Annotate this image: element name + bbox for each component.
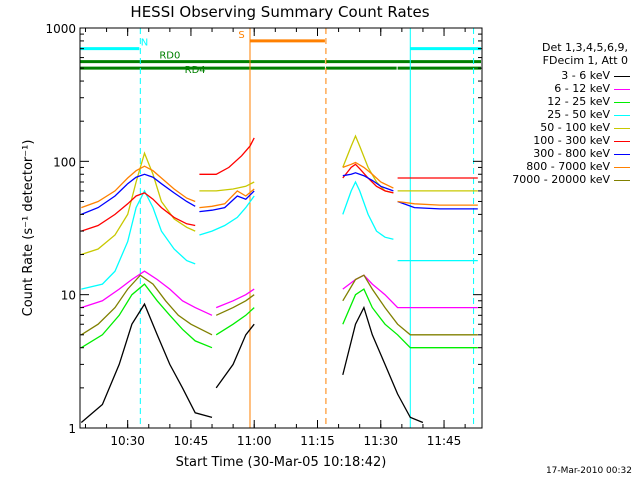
legend-entry: 300 - 800 keV: [488, 147, 630, 161]
series-line: [199, 188, 255, 209]
series-line: [199, 181, 255, 192]
legend-swatch: [614, 128, 630, 129]
y-tick-label: 1000: [45, 22, 76, 36]
legend-entry: 6 - 12 keV: [488, 82, 630, 96]
legend-swatch: [614, 102, 630, 103]
series-line: [342, 288, 478, 349]
timestamp-footer: 17-Mar-2010 00:32: [545, 466, 632, 476]
series-line: [215, 323, 255, 389]
flag-label: N: [141, 38, 148, 49]
flag-label: RD0: [159, 51, 180, 62]
x-tick-label: 11:00: [237, 434, 272, 448]
legend-entry: 50 - 100 keV: [488, 121, 630, 135]
x-tick-label: 10:45: [174, 434, 209, 448]
series-line: [81, 151, 196, 256]
legend-entry: 100 - 300 keV: [488, 134, 630, 148]
y-tick-label: 1: [68, 422, 76, 436]
series-line: [81, 165, 196, 209]
series-line: [199, 190, 255, 213]
x-axis-label: Start Time (30-Mar-05 10:18:42): [176, 455, 387, 470]
chart-title: HESSI Observing Summary Count Rates: [130, 3, 429, 21]
legend-label: 100 - 300 keV: [533, 134, 610, 147]
series-line: [397, 200, 478, 206]
plot-frame: [79, 27, 483, 429]
series-line: [80, 283, 213, 349]
legend-label: 3 - 6 keV: [561, 69, 610, 82]
legend-header-line-1: Det 1,3,4,5,6,9,: [541, 41, 628, 54]
series-line: [342, 163, 394, 194]
legend-entry: 800 - 7000 keV: [488, 160, 630, 174]
legend-swatch: [614, 167, 630, 168]
series-line: [342, 305, 424, 424]
x-tick-label: 11:30: [363, 434, 398, 448]
x-axis: 10:30 10:45 11:00 11:15 11:30 11:45: [84, 28, 466, 448]
x-tick-label: 11:45: [427, 434, 462, 448]
series-line: [342, 161, 394, 189]
legend-entry: 7000 - 20000 keV: [488, 173, 630, 187]
flag-label: RD4: [185, 65, 206, 76]
flag-bars: N S RD0 RD4: [80, 30, 481, 76]
legend-label: 50 - 100 keV: [540, 121, 610, 134]
series-line: [199, 195, 255, 236]
series-line: [215, 294, 255, 316]
vertical-markers: [139, 28, 475, 428]
x-tick-label: 11:15: [300, 434, 335, 448]
series-line: [81, 192, 196, 232]
legend-label: 7000 - 20000 keV: [512, 173, 610, 186]
series-line: [81, 270, 213, 316]
legend-header-line-2: FDecim 1, Att 0: [542, 54, 628, 67]
x-tick-label: 10:30: [110, 434, 145, 448]
legend-label: 12 - 25 keV: [547, 95, 610, 108]
legend-swatch: [614, 180, 630, 181]
legend-label: 25 - 50 keV: [547, 108, 610, 121]
legend-swatch: [614, 115, 630, 116]
series-line: [342, 180, 394, 240]
legend-swatch: [614, 89, 630, 90]
series-line: [81, 173, 196, 216]
series-line: [81, 189, 196, 290]
series-line: [199, 137, 255, 175]
legend-swatch: [614, 141, 630, 142]
legend-entry: 3 - 6 keV: [488, 69, 630, 83]
series-line: [342, 274, 478, 336]
legend-label: 6 - 12 keV: [554, 82, 610, 95]
y-axis-label: Count Rate (s⁻¹ detector⁻¹): [21, 140, 36, 317]
y-tick-label: 10: [61, 289, 76, 303]
legend-label: 300 - 800 keV: [533, 147, 610, 160]
legend-swatch: [614, 76, 630, 77]
series-line: [80, 274, 213, 336]
series-group: [80, 134, 478, 424]
flag-label: S: [238, 30, 244, 41]
legend-entry: 25 - 50 keV: [488, 108, 630, 122]
series-line: [215, 288, 255, 309]
y-axis: 1 10 100 1000: [45, 22, 482, 436]
series-line: [342, 172, 394, 192]
y-tick-label: 100: [53, 155, 76, 169]
series-line: [80, 302, 213, 423]
legend-label: 800 - 7000 keV: [526, 160, 610, 173]
series-line: [215, 307, 255, 336]
legend-entry: 12 - 25 keV: [488, 95, 630, 109]
series-line: [397, 200, 478, 210]
legend-swatch: [614, 154, 630, 155]
